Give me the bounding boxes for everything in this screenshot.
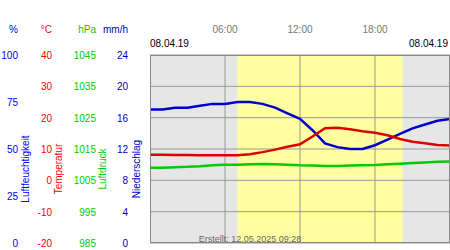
tick-label: 1035 bbox=[74, 81, 97, 92]
tick-label: -20 bbox=[38, 238, 53, 249]
tick-label: 0 bbox=[12, 238, 18, 249]
tick-label: 100 bbox=[1, 50, 18, 61]
axis-title: Temperatur bbox=[53, 143, 64, 194]
tick-label: 40 bbox=[41, 50, 53, 61]
axis-title: Niederschlag bbox=[131, 140, 142, 198]
grid-line bbox=[300, 55, 301, 243]
series-line bbox=[150, 128, 450, 156]
tick-label: 24 bbox=[117, 50, 129, 61]
series-line bbox=[150, 102, 450, 149]
tick-label: -10 bbox=[38, 207, 53, 218]
tick-label: 985 bbox=[79, 238, 96, 249]
tick-label: 25 bbox=[7, 191, 19, 202]
date: 08.04.19 bbox=[409, 38, 448, 49]
tick-label: 995 bbox=[79, 207, 96, 218]
tick-label: 18:00 bbox=[362, 24, 387, 35]
tick-label: 16 bbox=[117, 113, 129, 124]
axis-unit: °C bbox=[41, 24, 52, 35]
tick-label: 06:00 bbox=[212, 24, 237, 35]
tick-label: 75 bbox=[7, 97, 19, 108]
tick-label: 4 bbox=[122, 207, 128, 218]
tick-label: 0 bbox=[122, 238, 128, 249]
tick-label: 30 bbox=[41, 81, 53, 92]
tick-label: 10 bbox=[41, 144, 53, 155]
plot-bg bbox=[150, 55, 450, 243]
axis-unit: mm/h bbox=[103, 24, 128, 35]
axis-title: Luftfeuchtigkeit bbox=[20, 135, 31, 202]
series-line bbox=[150, 162, 450, 168]
tick-label: 20 bbox=[41, 113, 53, 124]
tick-label: 0 bbox=[46, 175, 52, 186]
date: 08.04.19 bbox=[150, 38, 189, 49]
axis-title: Luftdruck bbox=[97, 147, 108, 189]
tick-label: 12 bbox=[117, 144, 129, 155]
chart: % 0 25 50 75 100 Luftfeuchtigkeit °C -20 -10 0 10 20… bbox=[0, 0, 450, 250]
tick-label: 1015 bbox=[74, 144, 97, 155]
credit: Erstellt: 12.05.2025 09:28 bbox=[199, 234, 302, 244]
axis-unit: % bbox=[9, 24, 18, 35]
grid-line bbox=[225, 55, 226, 243]
grid-line bbox=[375, 55, 376, 243]
tick-label: 50 bbox=[7, 144, 19, 155]
tick-label: 1045 bbox=[74, 50, 97, 61]
axis-unit: hPa bbox=[78, 24, 96, 35]
tick-label: 20 bbox=[117, 81, 129, 92]
series-group bbox=[150, 102, 450, 168]
tick-label: 12:00 bbox=[287, 24, 312, 35]
frame bbox=[151, 56, 450, 243]
tick-label: 1005 bbox=[74, 175, 97, 186]
tick-label: 8 bbox=[122, 175, 128, 186]
tick-label: 1025 bbox=[74, 113, 97, 124]
